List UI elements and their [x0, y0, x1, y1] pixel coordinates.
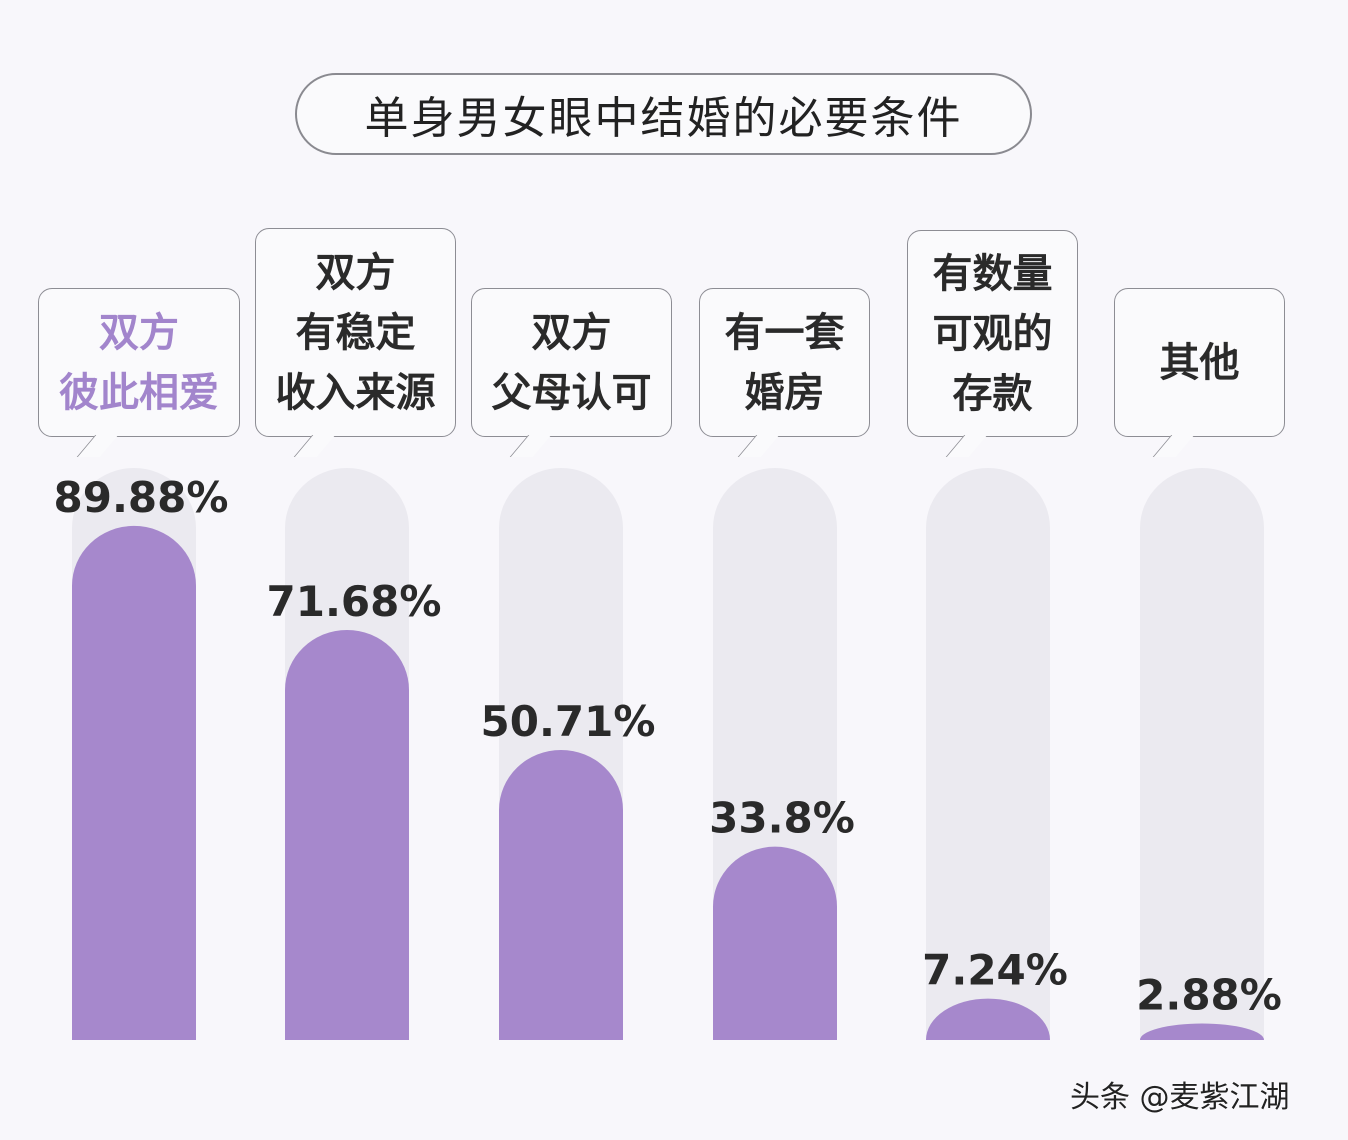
bar	[926, 998, 1050, 1040]
watermark: 头条 @麦紫江湖	[1070, 1080, 1290, 1115]
data-label: 7.24%	[922, 946, 1068, 995]
data-label: 2.88%	[1136, 971, 1282, 1020]
category-label: 有数量 可观的 存款	[907, 230, 1078, 437]
data-label: 33.8%	[709, 794, 855, 843]
bar	[499, 749, 623, 1040]
bar	[72, 525, 196, 1040]
bar	[285, 629, 409, 1040]
category-label: 有一套 婚房	[699, 288, 870, 437]
bar	[713, 846, 837, 1040]
bar-track	[926, 468, 1050, 1040]
category-label: 其他	[1114, 288, 1285, 437]
data-label: 50.71%	[481, 697, 656, 746]
category-label: 双方 有稳定 收入来源	[255, 228, 456, 437]
bar-track	[1140, 468, 1264, 1040]
chart-title: 单身男女眼中结婚的必要条件	[295, 73, 1032, 155]
bar	[1140, 1023, 1264, 1040]
category-label: 双方 彼此相爱	[38, 288, 240, 437]
data-label: 71.68%	[267, 577, 442, 626]
data-label: 89.88%	[54, 473, 229, 522]
category-label: 双方 父母认可	[471, 288, 672, 437]
